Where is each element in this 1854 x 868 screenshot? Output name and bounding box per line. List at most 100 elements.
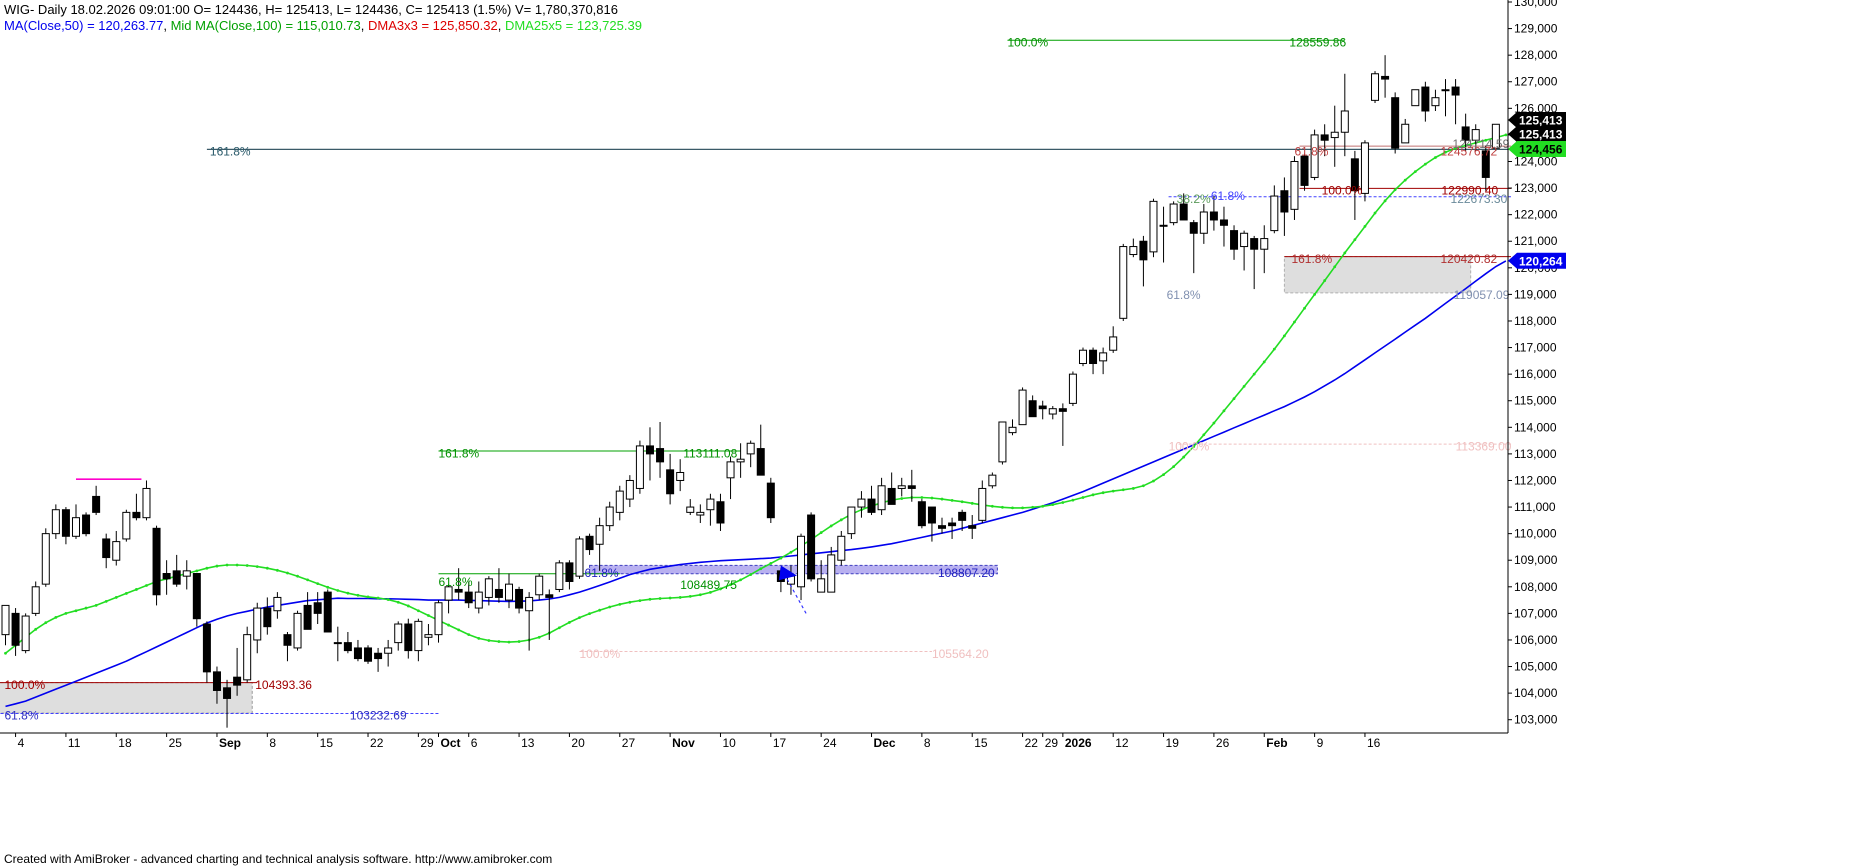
fib-label-100-aug: 100.0% — [4, 678, 45, 692]
series-point — [94, 604, 98, 607]
candle-body — [223, 687, 232, 699]
y-tick-label: 122,000 — [1514, 208, 1558, 222]
series-point — [618, 602, 622, 606]
series-point — [416, 609, 420, 613]
series-point — [205, 566, 209, 570]
candle-body — [333, 642, 342, 645]
y-tick-label: 123,000 — [1514, 181, 1558, 195]
series-point — [1001, 505, 1004, 509]
candle-body — [1048, 408, 1057, 415]
series-point — [396, 600, 400, 604]
candle-body — [1421, 86, 1430, 112]
x-tick-label: 27 — [622, 736, 636, 750]
series-point — [1081, 496, 1085, 499]
series-point — [537, 635, 541, 639]
candle-body — [313, 602, 322, 614]
x-tick-label: 8 — [269, 736, 276, 750]
series-point — [1333, 265, 1337, 269]
series-point — [638, 599, 642, 603]
candle-body — [1250, 238, 1259, 250]
candle-body — [595, 525, 604, 545]
candle-body — [384, 647, 393, 654]
candle-body — [303, 604, 312, 630]
candle-body — [1491, 123, 1500, 149]
candle-body — [1451, 86, 1460, 96]
x-tick-label: Dec — [874, 736, 896, 750]
candle-body — [273, 596, 282, 612]
candle-body — [122, 511, 131, 540]
candle-body — [645, 445, 654, 455]
fib-label-382: 38.2% — [1177, 192, 1211, 206]
series-point — [729, 583, 732, 587]
candle-body — [1139, 240, 1148, 261]
series-point — [769, 562, 773, 565]
series-point — [457, 628, 461, 632]
series-point — [719, 587, 722, 591]
candle-body — [1461, 126, 1470, 141]
series-point — [628, 600, 632, 604]
series-point — [1121, 488, 1125, 492]
x-tick-label: 25 — [169, 736, 183, 750]
candle-body — [927, 506, 936, 524]
series-point — [245, 564, 249, 567]
series-point — [1363, 224, 1367, 228]
x-tick-label: 29 — [420, 736, 434, 750]
series-point — [54, 615, 58, 619]
candle-body — [1381, 75, 1390, 80]
x-tick-label: 22 — [1025, 736, 1039, 750]
y-tick-label: 116,000 — [1514, 367, 1557, 381]
fib-label-100-mid: 100.0% — [1169, 439, 1210, 453]
series-point — [779, 556, 783, 560]
candle-body — [1340, 110, 1349, 133]
series-point — [447, 623, 450, 627]
candle-body — [424, 634, 433, 638]
candle-body — [605, 506, 614, 527]
fib-label-119057: 119057.09 — [1454, 288, 1510, 302]
x-tick-label: 19 — [1166, 736, 1180, 750]
candle-body — [625, 479, 634, 500]
y-tick-label: 124,000 — [1514, 154, 1558, 168]
series-point — [759, 567, 763, 571]
candles — [1, 55, 1500, 728]
legend-dma3: DMA3x3 = 125,850.32 — [368, 18, 498, 33]
candle-body — [545, 594, 554, 598]
candle-body — [162, 573, 171, 580]
x-tick-label: 6 — [471, 736, 478, 750]
legend-ma50: MA(Close,50) = 120,263.77 — [4, 18, 164, 33]
fib-label-100-oct: 100.0% — [579, 647, 620, 661]
series-point — [275, 568, 279, 572]
candle-body — [1099, 352, 1108, 362]
candle-body — [635, 445, 644, 489]
series-point — [1383, 199, 1387, 203]
y-tick-label: 128,000 — [1514, 48, 1558, 62]
y-tick-label: 127,000 — [1514, 75, 1558, 89]
chart-header: WIG- Daily 18.02.2026 09:01:00 O= 124436… — [4, 2, 618, 17]
candle-body — [1471, 129, 1480, 141]
series-point — [1091, 493, 1095, 497]
candle-body — [847, 506, 856, 535]
series-point — [1434, 156, 1437, 159]
indicator-legend: MA(Close,50) = 120,263.77, Mid MA(Close,… — [4, 18, 642, 33]
series-point — [1152, 479, 1155, 483]
fib-label-105564: 105564.20 — [932, 647, 989, 661]
series-point — [557, 626, 561, 630]
candle-body — [404, 623, 413, 652]
series-point — [1131, 487, 1135, 490]
candle-body — [1179, 203, 1188, 221]
series-line-1 — [5, 134, 1507, 654]
candle-body — [917, 501, 926, 527]
candle-body — [494, 588, 503, 598]
series-point — [336, 589, 340, 592]
series-point — [1393, 188, 1397, 192]
candle-body — [1209, 211, 1218, 221]
series-point — [376, 596, 380, 600]
candle-body — [61, 509, 70, 537]
series-point — [135, 588, 138, 591]
series-line-0 — [5, 260, 1507, 708]
x-tick-label: 9 — [1317, 736, 1324, 750]
fib-label-618-low: 61.8% — [1167, 288, 1201, 302]
series-point — [588, 612, 591, 616]
candle-body — [565, 562, 574, 582]
series-point — [1172, 465, 1176, 469]
